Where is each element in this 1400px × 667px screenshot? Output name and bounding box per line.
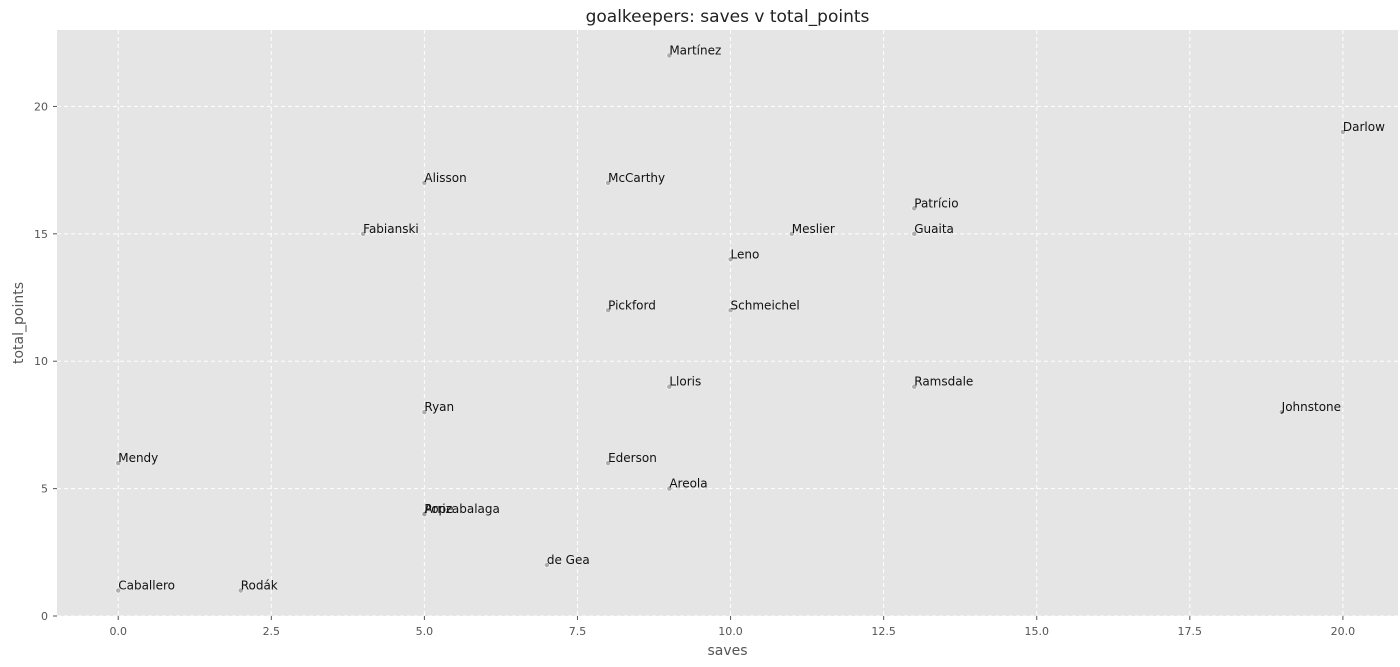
y-tick-label: 5: [41, 483, 48, 496]
point-label: Patrício: [914, 196, 958, 210]
x-tick-label: 17.5: [1178, 625, 1203, 638]
data-point: [421, 409, 428, 416]
data-point: [360, 230, 367, 237]
x-tick-label: 7.5: [569, 625, 587, 638]
point-label: Ramsdale: [914, 375, 973, 389]
data-point: [911, 230, 918, 237]
data-point: [543, 562, 550, 568]
data-point: [666, 52, 673, 59]
point-label: Schmeichel: [731, 298, 800, 312]
data-point: [237, 587, 244, 594]
y-axis-label: total_points: [11, 282, 27, 364]
y-tick-label: 10: [34, 355, 48, 368]
data-point: [421, 179, 428, 186]
data-point: [605, 179, 611, 186]
point-label: McCarthy: [608, 171, 665, 185]
data-point: [788, 230, 795, 237]
point-label: Leno: [731, 247, 760, 261]
x-tick-label: 15.0: [1024, 625, 1049, 638]
x-tick-label: 2.5: [263, 625, 281, 638]
data-point: [727, 307, 734, 314]
point-label: Guaita: [914, 222, 954, 236]
data-point: [1278, 409, 1285, 416]
axis-ticks: 0.0 2.5 5.0 7.5 10.0 12.5 15.0 17.5 20.0 0 5 10 15 20: [34, 100, 1355, 638]
data-point: [605, 460, 611, 467]
point-label: Areola: [669, 477, 707, 491]
point-label: Ederson: [608, 451, 657, 465]
chart-title: goalkeepers: saves v total_points: [586, 7, 870, 27]
data-point: [1339, 129, 1346, 135]
point-labels: Martínez Darlow Alisson McCarthy Patrício Fab…: [118, 43, 1385, 592]
point-label: Arrizabalaga: [424, 502, 499, 516]
plot-area: [57, 30, 1398, 616]
point-label: Caballero: [118, 579, 175, 593]
point-label: Johnstone: [1281, 400, 1341, 414]
data-point: [911, 205, 918, 212]
data-point: [115, 587, 122, 594]
point-label: Darlow: [1343, 120, 1385, 134]
y-tick-label: 15: [34, 228, 48, 241]
point-label: Ryan: [424, 400, 454, 414]
point-label: Pickford: [608, 298, 656, 312]
y-tick-label: 20: [34, 100, 48, 113]
x-tick-label: 12.5: [871, 625, 896, 638]
data-point: [421, 511, 428, 517]
data-point: [727, 256, 734, 263]
point-label: Rodák: [241, 579, 278, 593]
point-label: Alisson: [424, 171, 466, 185]
data-points: [115, 52, 1346, 594]
data-point: [666, 485, 673, 492]
x-tick-label: 20.0: [1331, 625, 1356, 638]
x-tick-label: 10.0: [718, 625, 743, 638]
data-point: [666, 383, 673, 390]
data-point: [911, 383, 918, 390]
point-label: Meslier: [792, 222, 835, 236]
data-point: [115, 460, 122, 467]
data-point: [605, 307, 611, 314]
point-label: Fabianski: [363, 222, 419, 236]
y-tick-label: 0: [41, 610, 48, 623]
point-label: Lloris: [669, 375, 701, 389]
point-label: Pope: [424, 502, 453, 516]
x-tick-label: 0.0: [109, 625, 127, 638]
x-tick-label: 5.0: [416, 625, 434, 638]
point-label: de Gea: [547, 553, 590, 567]
point-label: Mendy: [118, 451, 158, 465]
point-label: Martínez: [669, 43, 721, 57]
x-axis-label: saves: [707, 643, 747, 659]
